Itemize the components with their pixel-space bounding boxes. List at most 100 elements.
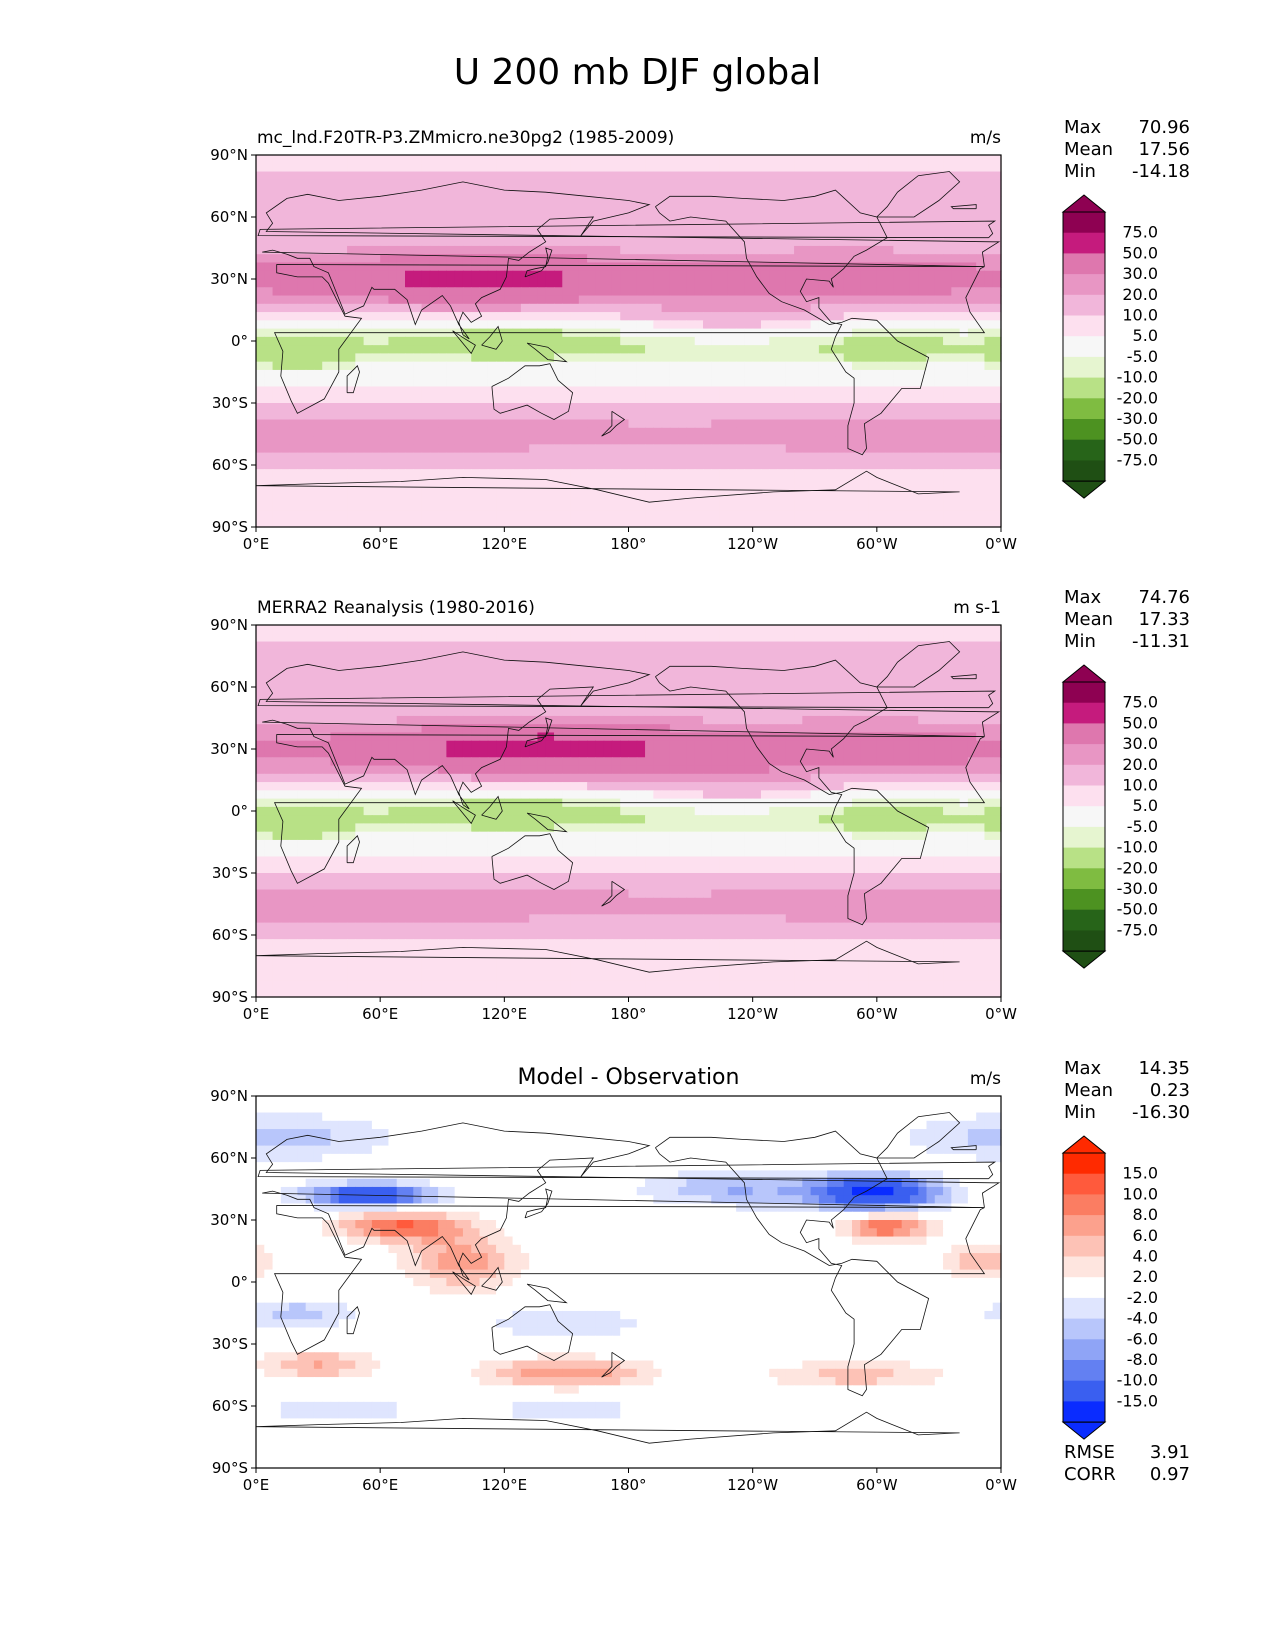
field-cell (313, 378, 323, 388)
field-cell (413, 518, 423, 528)
field-cell (355, 163, 365, 173)
field-cell (868, 155, 878, 164)
field-cell (827, 641, 837, 651)
field-cell (852, 163, 861, 173)
field-cell (413, 336, 423, 346)
field-cell (272, 477, 282, 487)
field-cell (992, 279, 1002, 288)
field-cell (926, 303, 936, 313)
field-cell (554, 345, 563, 354)
colorbar-tick-label: -10.0 (1117, 368, 1158, 387)
field-cell (504, 493, 514, 503)
field-cell (678, 633, 688, 643)
field-cell (496, 345, 505, 354)
field-cell (736, 518, 745, 528)
field-cell (371, 270, 381, 280)
field-cell (578, 452, 588, 462)
field-cell (719, 171, 729, 181)
field-cell (785, 229, 795, 239)
field-cell (760, 345, 770, 354)
field-cell (496, 262, 505, 272)
field-cell (777, 493, 787, 503)
field-cell (918, 502, 928, 512)
field-cell (462, 361, 472, 371)
field-cell (909, 666, 919, 676)
field-cell (454, 403, 464, 412)
field-cell (413, 361, 423, 371)
field-cell (951, 460, 961, 470)
field-cell (893, 436, 903, 445)
field-cell (487, 502, 497, 512)
field-cell (901, 419, 911, 429)
field-cell (736, 436, 745, 445)
field-cell (446, 641, 456, 651)
field-cell (645, 493, 654, 503)
field-cell (380, 682, 390, 692)
field-cell (785, 287, 795, 297)
field-cell (611, 510, 621, 520)
field-cell (727, 674, 737, 684)
field-cell (835, 312, 845, 321)
field-cell (719, 361, 729, 371)
field-cell (984, 625, 994, 634)
field-cell (405, 378, 414, 388)
field-cell (396, 411, 406, 421)
field-cell (727, 460, 737, 470)
field-cell (810, 320, 820, 330)
field-cell (918, 155, 928, 164)
field-cell (852, 625, 861, 634)
field-cell (487, 460, 497, 470)
field-cell (603, 666, 613, 676)
field-cell (371, 188, 381, 197)
field-cell (363, 427, 373, 437)
field-cell (562, 674, 572, 684)
field-cell (371, 221, 381, 230)
field-cell (512, 163, 522, 173)
field-cell (901, 411, 911, 421)
field-cell (984, 510, 994, 520)
field-cell (554, 196, 563, 206)
field-cell (388, 460, 398, 470)
field-cell (611, 674, 621, 684)
field-cell (305, 229, 315, 239)
field-cell (860, 403, 870, 412)
field-cell (496, 279, 505, 288)
field-cell (661, 510, 671, 520)
field-cell (678, 262, 688, 272)
field-cell (934, 229, 944, 239)
field-cell (785, 649, 795, 659)
field-cell (653, 279, 663, 288)
field-cell (934, 436, 944, 445)
field-cell (992, 163, 1002, 173)
field-cell (380, 279, 390, 288)
field-cell (802, 394, 812, 404)
field-cell (297, 386, 307, 396)
field-cell (719, 345, 729, 354)
field-cell (976, 518, 986, 528)
field-cell (628, 699, 638, 709)
field-cell (736, 336, 745, 346)
field-cell (760, 502, 770, 512)
field-cell (421, 320, 431, 330)
field-cell (777, 295, 787, 305)
field-cell (802, 625, 812, 634)
field-cell (537, 419, 547, 429)
field-cell (636, 287, 646, 297)
field-cell (736, 287, 745, 297)
field-cell (272, 403, 282, 412)
field-cell (570, 237, 580, 247)
field-cell (876, 262, 886, 272)
field-cell (330, 691, 340, 700)
lat-tick-label: 0° (231, 332, 248, 350)
field-cell (330, 460, 340, 470)
field-cell (967, 691, 977, 700)
field-cell (777, 262, 787, 272)
colorbar-tick-label: -5.0 (1127, 347, 1158, 366)
field-cell (967, 477, 977, 487)
field-cell (471, 477, 481, 487)
field-cell (330, 171, 340, 181)
field-cell (421, 221, 431, 230)
field-cell (396, 469, 406, 478)
field-cell (264, 171, 274, 181)
field-cell (462, 666, 472, 676)
